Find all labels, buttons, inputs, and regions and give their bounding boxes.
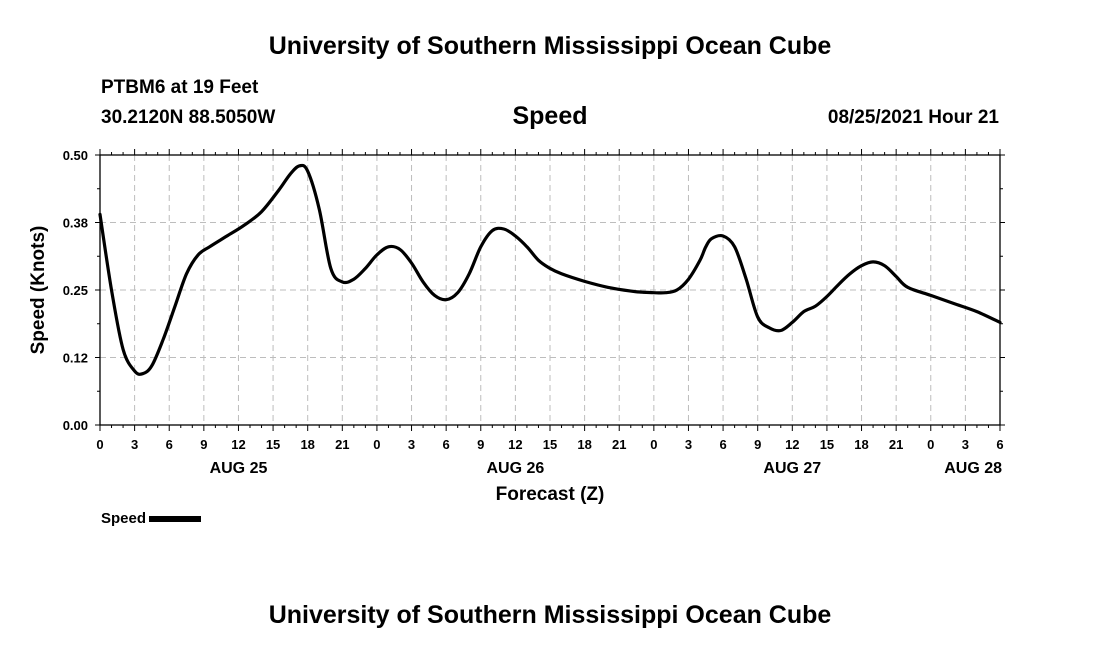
x-tick-label: 0 [650, 437, 657, 452]
date-labels: AUG 25 AUG 26 AUG 27 AUG 28 [210, 460, 1003, 477]
y-axis-ticks: 0.00 0.12 0.25 0.38 0.50 [63, 148, 1005, 433]
x-tick-label: 9 [477, 437, 484, 452]
x-tick-label: 21 [889, 437, 903, 452]
x-axis-ticks: 0 3 6 9 12 15 18 21 0 3 6 9 12 15 18 21 0 3 6 9 12 15 18 21 0 3 6 [96, 149, 1004, 452]
x-tick-label: 21 [612, 437, 626, 452]
x-tick-label: 15 [266, 437, 280, 452]
grid-lines [100, 155, 1000, 425]
x-tick-label: 3 [131, 437, 138, 452]
x-tick-label: 3 [962, 437, 969, 452]
y-tick-label: 0.00 [63, 418, 88, 433]
station-coordinates: 30.2120N 88.5050W [101, 107, 276, 128]
y-tick-label: 0.50 [63, 148, 88, 163]
legend: Speed [101, 510, 202, 527]
x-tick-label: 3 [685, 437, 692, 452]
y-tick-label: 0.25 [63, 283, 88, 298]
date-label: AUG 25 [210, 460, 268, 477]
x-tick-label: 3 [408, 437, 415, 452]
x-axis-label: Forecast (Z) [496, 484, 605, 505]
variable-title: Speed [512, 102, 588, 130]
date-label: AUG 28 [944, 460, 1002, 477]
x-tick-label: 9 [200, 437, 207, 452]
x-tick-label: 15 [820, 437, 834, 452]
chart-title: University of Southern Mississippi Ocean… [268, 32, 832, 60]
x-tick-label: 0 [927, 437, 934, 452]
x-tick-label: 12 [508, 437, 522, 452]
y-axis-label: Speed (Knots) [28, 226, 49, 355]
legend-swatch-speed [149, 516, 202, 523]
x-tick-label: 18 [300, 437, 314, 452]
x-tick-label: 6 [443, 437, 450, 452]
x-tick-label: 6 [719, 437, 726, 452]
footer-title: University of Southern Mississippi Ocean… [268, 601, 832, 629]
x-tick-label: 6 [996, 437, 1003, 452]
x-tick-label: 21 [335, 437, 349, 452]
speed-chart: 0.00 0.12 0.25 0.38 0.50 0 3 6 9 12 15 18 21 0 3 6 9 12 1… [28, 148, 1005, 505]
x-tick-label: 12 [785, 437, 799, 452]
x-tick-label: 12 [231, 437, 245, 452]
series-line-speed [98, 163, 1002, 376]
x-tick-label: 0 [96, 437, 103, 452]
x-tick-label: 9 [754, 437, 761, 452]
forecast-datetime: 08/25/2021 Hour 21 [827, 107, 999, 128]
x-tick-label: 18 [577, 437, 591, 452]
y-tick-label: 0.12 [63, 351, 88, 366]
station-label: PTBM6 at 19 Feet [101, 77, 259, 98]
y-tick-label: 0.38 [63, 216, 88, 231]
date-label: AUG 26 [486, 460, 544, 477]
date-label: AUG 27 [763, 460, 821, 477]
x-tick-label: 6 [166, 437, 173, 452]
x-tick-label: 15 [543, 437, 557, 452]
legend-label: Speed [101, 510, 147, 527]
x-tick-label: 18 [854, 437, 868, 452]
x-tick-label: 0 [373, 437, 380, 452]
